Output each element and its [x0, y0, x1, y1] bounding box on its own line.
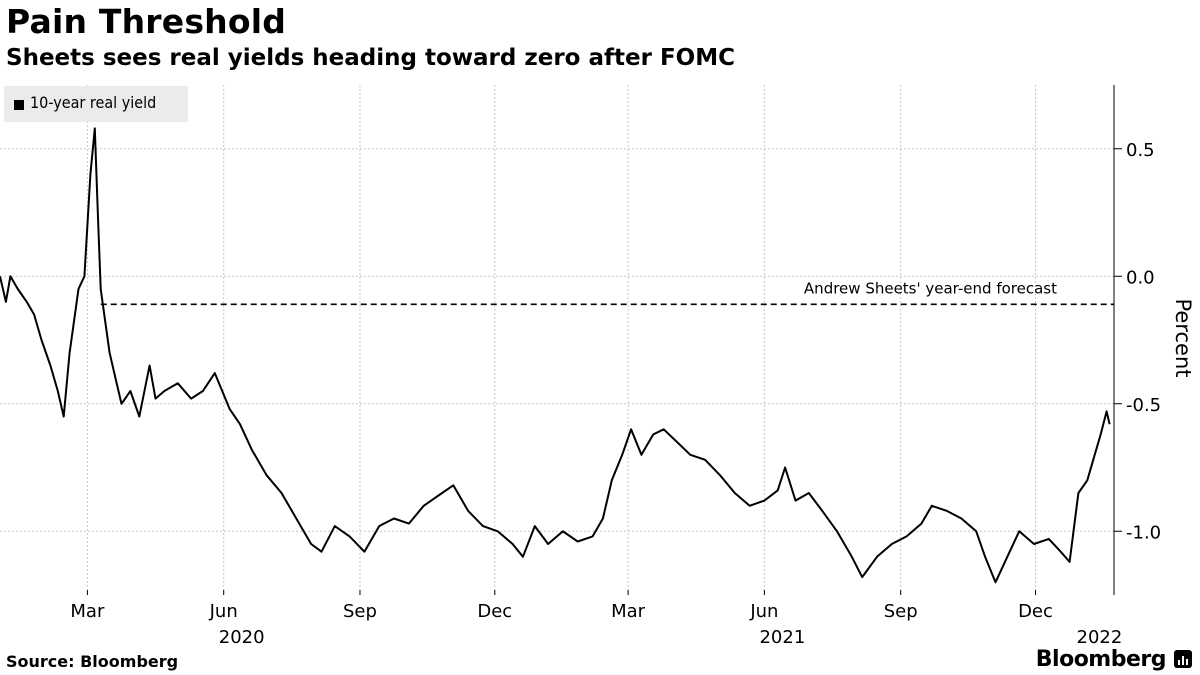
- brand-logo-text: Bloomberg: [1035, 647, 1167, 672]
- x-year-label: 2021: [759, 627, 805, 648]
- x-year-label: 2020: [219, 627, 265, 648]
- series-line: [0, 127, 1111, 584]
- y-tick-label: -0.5: [1126, 395, 1161, 416]
- bloomberg-chart-icon: [1174, 650, 1192, 668]
- source-note: Source: Bloomberg: [6, 652, 179, 671]
- reference-line-label: Andrew Sheets' year-end forecast: [804, 279, 1057, 297]
- x-tick-label: Dec: [1018, 601, 1053, 622]
- axis-labels: 0.5 0.0 -0.5 -1.0 Mar Jun Sep Dec Mar Jun Sep Dec 20…: [70, 140, 1195, 648]
- x-tick-label: Jun: [209, 601, 238, 622]
- legend-swatch: [14, 100, 24, 110]
- legend-label: 10-year real yield: [30, 93, 157, 112]
- legend: 10-year real yield: [4, 86, 188, 122]
- x-year-label: 2022: [1077, 627, 1123, 648]
- reference-line-group: Andrew Sheets' year-end forecast: [100, 279, 1114, 306]
- y-tick-label: -1.0: [1126, 522, 1161, 543]
- x-tick-label: Sep: [884, 601, 918, 622]
- y-axis-title: Percent: [1171, 298, 1195, 377]
- y-tick-label: 0.0: [1126, 267, 1155, 288]
- x-tick-label: Mar: [70, 601, 105, 622]
- chart-title: Pain Threshold: [6, 2, 287, 41]
- x-tick-label: Mar: [611, 601, 646, 622]
- x-tick-label: Jun: [749, 601, 778, 622]
- chart-subtitle: Sheets sees real yields heading toward z…: [6, 45, 735, 71]
- series-group: [0, 127, 1111, 584]
- grid-lines: [0, 85, 1114, 595]
- y-tick-label: 0.5: [1126, 140, 1155, 161]
- x-tick-label: Sep: [343, 601, 377, 622]
- axes: [86, 85, 1122, 595]
- x-tick-label: Dec: [477, 601, 512, 622]
